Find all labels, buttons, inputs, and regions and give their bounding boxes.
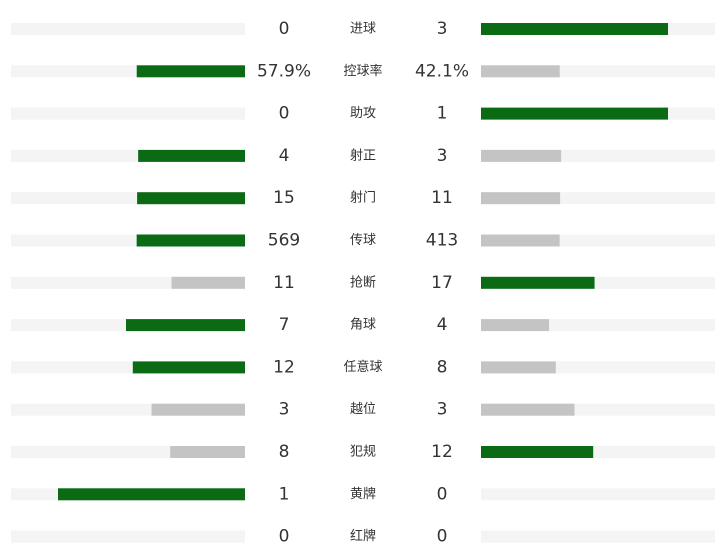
stat-label: 传球 <box>350 233 376 248</box>
home-value: 3 <box>279 400 290 420</box>
away-bar <box>481 319 549 332</box>
home-value: 1 <box>279 484 290 504</box>
home-value: 0 <box>279 19 290 39</box>
stat-label: 助攻 <box>350 106 376 121</box>
stat-label: 角球 <box>350 318 376 333</box>
home-bar <box>170 446 245 458</box>
away-value: 413 <box>426 231 458 251</box>
away-bar <box>481 403 575 416</box>
home-bar <box>137 192 245 205</box>
bar-track <box>481 488 715 501</box>
away-bar <box>481 23 668 35</box>
home-value: 569 <box>268 231 300 251</box>
away-value: 3 <box>437 400 448 420</box>
away-bar <box>481 192 561 205</box>
away-value: 17 <box>431 273 453 293</box>
bar-track <box>11 107 245 120</box>
home-bar <box>136 65 245 78</box>
stat-label: 进球 <box>350 22 376 37</box>
home-value: 0 <box>279 104 290 124</box>
away-value: 0 <box>437 527 448 547</box>
away-bar <box>481 65 560 78</box>
home-bar <box>138 149 245 162</box>
away-value: 42.1% <box>415 61 469 81</box>
stat-label: 犯规 <box>350 445 376 460</box>
home-value: 8 <box>279 442 290 462</box>
away-value: 3 <box>437 146 448 166</box>
bar-track <box>11 530 245 543</box>
away-bar <box>481 446 594 458</box>
away-value: 0 <box>437 484 448 504</box>
stat-label: 射正 <box>350 147 376 163</box>
home-value: 57.9% <box>257 61 311 81</box>
stat-label: 任意球 <box>343 359 382 375</box>
away-bar <box>481 234 560 247</box>
away-value: 8 <box>437 357 448 377</box>
stat-label: 控球率 <box>343 63 382 79</box>
bar-track <box>11 23 245 35</box>
home-value: 0 <box>279 527 290 547</box>
home-bar <box>132 361 245 374</box>
home-value: 11 <box>273 273 295 293</box>
stat-label: 抢断 <box>350 274 376 290</box>
stat-label: 射门 <box>350 190 376 206</box>
away-value: 3 <box>437 19 448 39</box>
away-value: 4 <box>437 315 448 335</box>
away-bar <box>481 361 556 374</box>
away-value: 1 <box>437 104 448 124</box>
away-value: 11 <box>431 188 453 208</box>
away-bar <box>481 276 595 289</box>
home-value: 4 <box>279 146 290 166</box>
stat-label: 黄牌 <box>350 486 376 502</box>
away-bar <box>481 107 668 120</box>
bar-track <box>481 530 715 543</box>
home-bar <box>126 319 245 332</box>
home-bar <box>136 234 245 247</box>
home-bar <box>171 276 245 289</box>
home-value: 15 <box>273 188 295 208</box>
away-value: 12 <box>431 442 453 462</box>
stat-label: 红牌 <box>350 528 376 544</box>
stat-label: 越位 <box>350 402 376 417</box>
home-value: 12 <box>273 357 295 377</box>
away-bar <box>481 149 562 162</box>
home-bar <box>58 488 245 501</box>
home-value: 7 <box>279 315 290 335</box>
home-bar <box>151 403 245 416</box>
